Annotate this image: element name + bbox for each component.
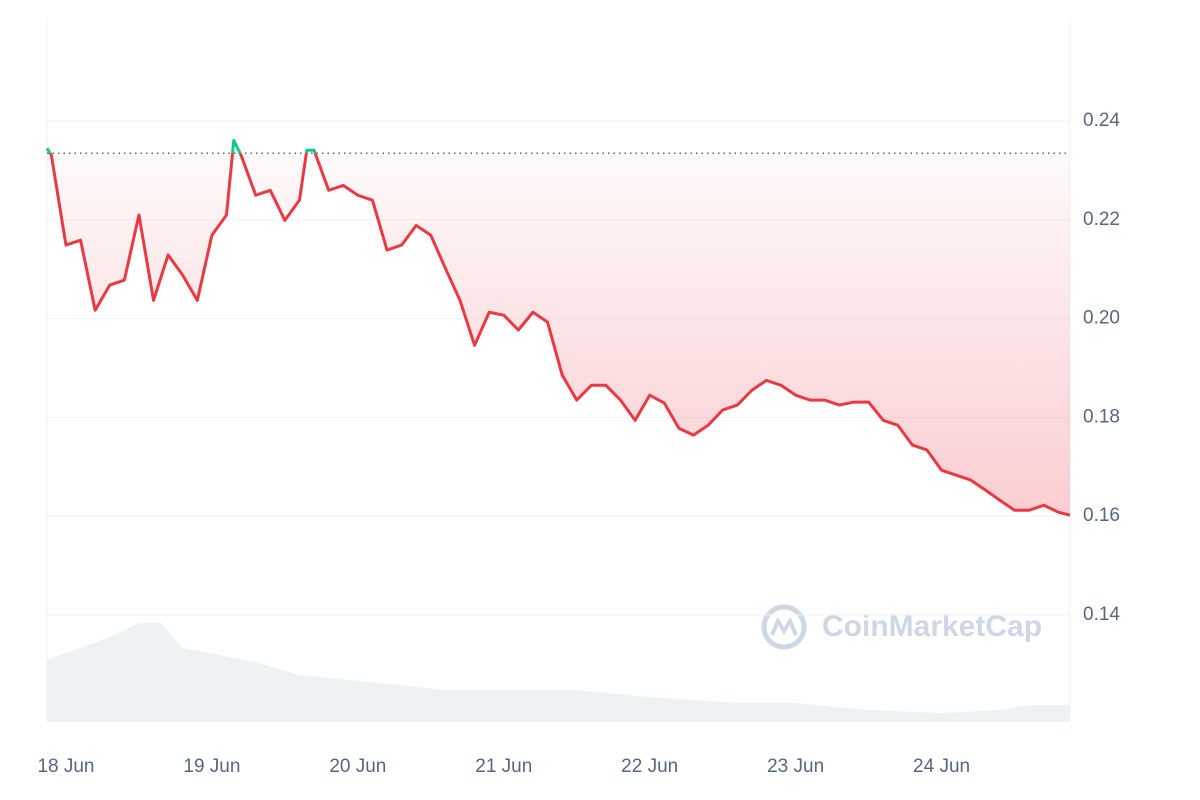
x-tick-label: 20 Jun <box>329 756 386 777</box>
watermark-text: CoinMarketCap <box>822 610 1042 643</box>
area-fill <box>47 153 1070 516</box>
price-line-below <box>48 153 1071 517</box>
y-tick-label: 0.18 <box>1083 406 1120 427</box>
y-tick-label: 0.24 <box>1083 110 1120 131</box>
watermark: CoinMarketCap <box>761 604 1042 650</box>
x-tick-label: 21 Jun <box>475 756 532 777</box>
x-tick-label: 23 Jun <box>767 756 824 777</box>
y-tick-label: 0.16 <box>1083 505 1120 526</box>
y-tick-label: 0.22 <box>1083 209 1120 230</box>
y-tick-label: 0.14 <box>1083 604 1120 625</box>
x-tick-label: 22 Jun <box>621 756 678 777</box>
x-tick-label: 18 Jun <box>37 756 94 777</box>
volume-area <box>47 623 1070 722</box>
x-tick-label: 24 Jun <box>913 756 970 777</box>
y-tick-label: 0.20 <box>1083 308 1120 329</box>
watermark-logo-m <box>770 616 798 636</box>
x-tick-label: 19 Jun <box>183 756 240 777</box>
watermark-logo <box>761 604 807 650</box>
